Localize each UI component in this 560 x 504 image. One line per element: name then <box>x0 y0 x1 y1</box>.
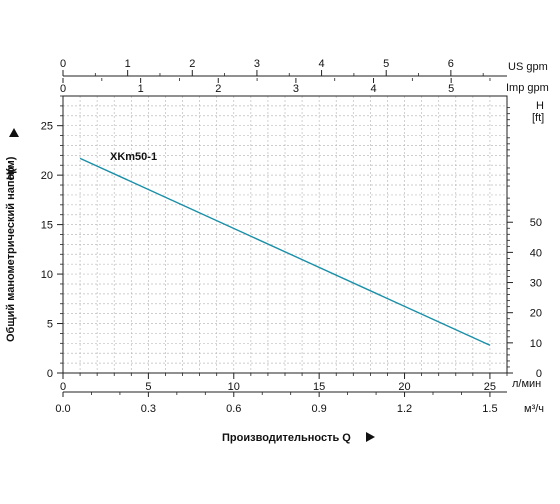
imp-gpm-tick-label: 5 <box>448 83 454 95</box>
m3h-tick-label: 0.3 <box>141 403 156 415</box>
grid <box>63 96 507 373</box>
m3h-tick-label: 0.0 <box>55 403 70 415</box>
m3h-tick-label: 1.2 <box>397 403 412 415</box>
ft-tick-label: 0 <box>536 368 542 380</box>
y-axis-h-label: H(м) <box>5 156 17 180</box>
us-gpm-tick-label: 2 <box>189 58 195 70</box>
ft-unit-ft: [ft] <box>532 112 544 124</box>
ft-tick-label: 30 <box>530 278 542 290</box>
x-tick-label: 10 <box>228 381 240 393</box>
y-axis-title: Общий манометрический напор <box>5 167 17 342</box>
imp-gpm-tick-label: 3 <box>293 83 299 95</box>
y-tick-label: 20 <box>41 170 53 182</box>
x-tick-label: 25 <box>484 381 496 393</box>
y-axis-arrow-icon <box>9 128 19 137</box>
x-tick-label: 0 <box>60 381 66 393</box>
us-gpm-tick-label: 5 <box>383 58 389 70</box>
us-gpm-tick-label: 0 <box>60 58 66 70</box>
imp-gpm-tick-label: 4 <box>370 83 376 95</box>
lpm-unit: л/мин <box>512 378 541 390</box>
us-gpm-tick-label: 3 <box>254 58 260 70</box>
m3h-tick-label: 1.5 <box>482 403 497 415</box>
y-tick-label: 10 <box>41 269 53 281</box>
us-gpm-tick-label: 6 <box>448 58 454 70</box>
x-axis-title: Производительность Q <box>222 432 351 444</box>
ft-tick-label: 50 <box>530 217 542 229</box>
m3h-tick-label: 0.6 <box>226 403 241 415</box>
series <box>79 157 491 346</box>
imp-gpm-tick-label: 2 <box>215 83 221 95</box>
us-gpm-tick-label: 4 <box>319 58 325 70</box>
y-tick-label: 0 <box>47 368 53 380</box>
imp-gpm-unit: Imp gpm <box>506 82 549 94</box>
m3h-unit: м³/ч <box>524 403 544 415</box>
ft-tick-label: 40 <box>530 247 542 259</box>
x-tick-label: 15 <box>313 381 325 393</box>
y-tick-label: 25 <box>41 121 53 133</box>
ft-unit-h: H <box>536 100 544 112</box>
imp-gpm-tick-label: 1 <box>138 83 144 95</box>
ft-tick-label: 20 <box>530 308 542 320</box>
us-gpm-unit: US gpm <box>508 61 548 73</box>
us-gpm-tick-label: 1 <box>125 58 131 70</box>
ft-tick-label: 10 <box>530 338 542 350</box>
imp-gpm-tick-label: 0 <box>60 83 66 95</box>
x-axis-arrow-icon <box>366 432 375 442</box>
series-label: XKm50-1 <box>110 151 157 163</box>
x-tick-label: 20 <box>398 381 410 393</box>
m3h-tick-label: 0.9 <box>312 403 327 415</box>
y-tick-label: 15 <box>41 220 53 232</box>
y-tick-label: 5 <box>47 319 53 331</box>
x-tick-label: 5 <box>145 381 151 393</box>
series-line <box>79 157 491 346</box>
